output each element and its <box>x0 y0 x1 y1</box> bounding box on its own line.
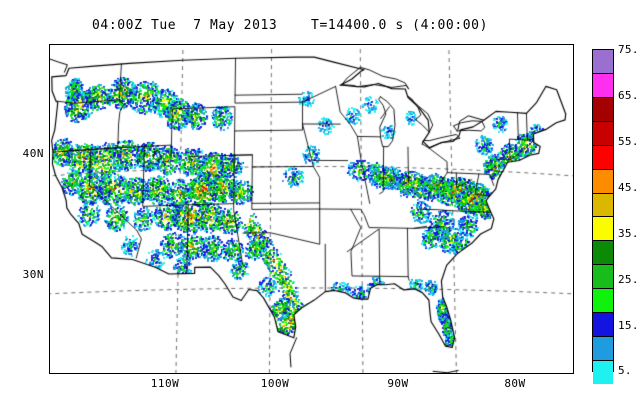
colorbar-band-5 <box>593 169 613 194</box>
lon-tick-90w: 90W <box>387 377 409 390</box>
colorbar-tick-15: 15. <box>618 319 639 332</box>
colorbar-band-10 <box>593 289 613 314</box>
map-plot-frame <box>49 44 574 374</box>
colorbar-tick-5: 5. <box>618 364 632 377</box>
radar-reflectivity-map <box>50 45 573 373</box>
colorbar-band-9 <box>593 265 613 290</box>
plot-title: 04:00Z Tue 7 May 2013 T=14400.0 s (4:00:… <box>91 18 489 33</box>
reflectivity-colorbar <box>592 49 614 384</box>
colorbar-band-1 <box>593 73 613 98</box>
colorbar-band-6 <box>593 193 613 218</box>
colorbar-tick-25: 25. <box>618 273 639 286</box>
lon-tick-80w: 80W <box>504 377 526 390</box>
colorbar-band-2 <box>593 97 613 122</box>
colorbar-band-7 <box>593 217 613 242</box>
colorbar-tick-65: 65. <box>618 89 639 102</box>
colorbar-band-8 <box>593 241 613 266</box>
lat-tick-30n: 30N <box>22 268 44 281</box>
colorbar-band-0 <box>593 50 613 74</box>
colorbar-band-4 <box>593 145 613 170</box>
lon-tick-100w: 100W <box>260 377 290 390</box>
colorbar-band-12 <box>593 337 613 361</box>
colorbar-band-3 <box>593 121 613 146</box>
colorbar-tick-75: 75. <box>618 43 639 56</box>
lon-tick-110w: 110W <box>150 377 180 390</box>
colorbar-tick-55: 55. <box>618 135 639 148</box>
colorbar-tick-35: 35. <box>618 227 639 240</box>
lat-tick-40n: 40N <box>22 147 44 160</box>
colorbar-band-11 <box>593 313 613 338</box>
colorbar-tick-45: 45. <box>618 181 639 194</box>
colorbar-band-13 <box>593 360 613 384</box>
